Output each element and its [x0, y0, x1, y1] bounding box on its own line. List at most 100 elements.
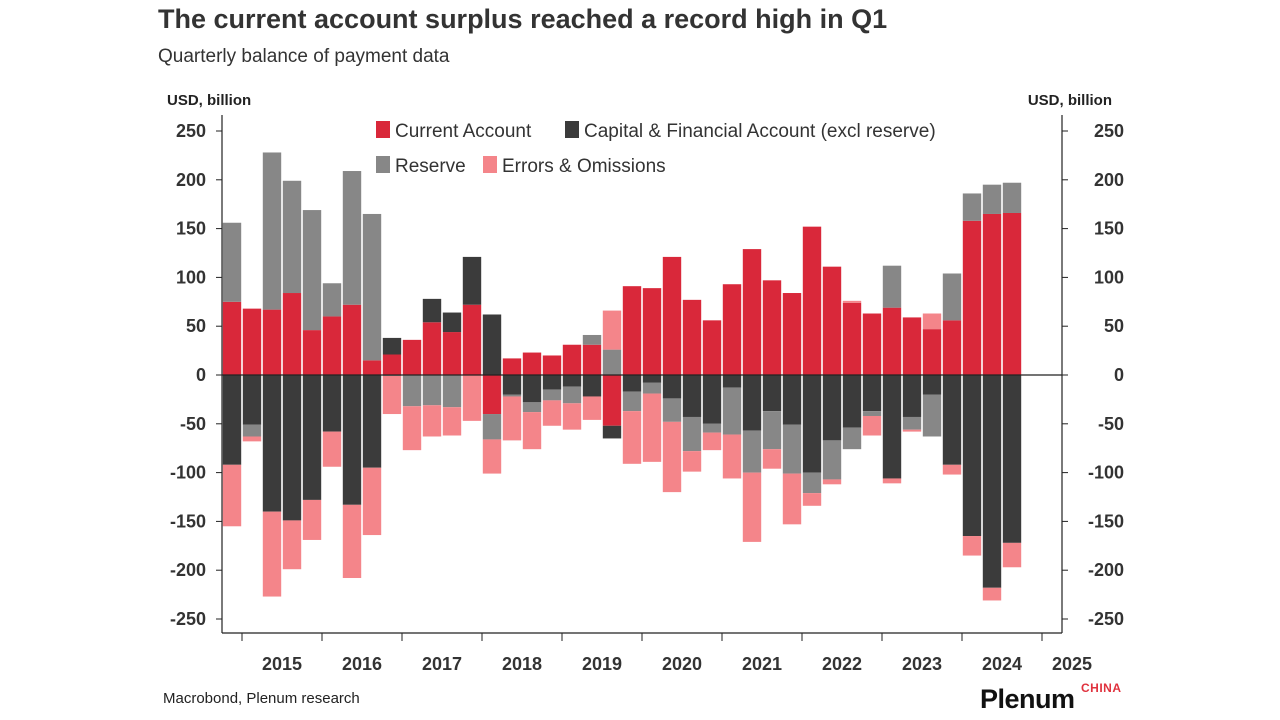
bar-errors_omissions-2023Q3: [922, 313, 942, 330]
bar-capital_financial-2016Q2: [342, 375, 362, 505]
source-note: Macrobond, Plenum research: [163, 690, 360, 707]
bar-capital_financial-2019Q3: [602, 425, 622, 439]
bars-layer: [222, 152, 1022, 601]
bar-reserve-2016Q1: [322, 283, 342, 317]
bar-errors_omissions-2019Q4: [622, 411, 642, 464]
bar-current_account-2017Q3: [442, 332, 462, 375]
bar-capital_financial-2017Q3: [442, 312, 462, 333]
bar-current_account-2023Q1: [882, 307, 902, 375]
bar-errors_omissions-2015Q2: [262, 511, 282, 597]
bar-current_account-2017Q2: [422, 322, 442, 375]
chart-subtitle: Quarterly balance of payment data: [158, 46, 450, 67]
x-tick-label: 2022: [822, 654, 862, 674]
x-tick-label: 2020: [662, 654, 702, 674]
bar-reserve-2024Q2: [982, 184, 1002, 214]
bar-capital_financial-2020Q2: [662, 375, 682, 399]
y-tick-label-right: -50: [1098, 414, 1124, 434]
bar-capital_financial-2016Q1: [322, 375, 342, 432]
x-tick-label: 2024: [982, 654, 1022, 674]
y-tick-label-left: -200: [170, 560, 206, 580]
y-tick-label-left: -50: [180, 414, 206, 434]
x-tick-label: 2025: [1052, 654, 1092, 674]
bar-errors_omissions-2020Q4: [702, 432, 722, 451]
bar-capital_financial-2016Q3: [362, 375, 382, 468]
bar-capital_financial-2021Q3: [762, 375, 782, 412]
bar-reserve-2015Q1: [242, 424, 262, 437]
bar-capital_financial-2018Q2: [502, 375, 522, 395]
bar-current_account-2014Q4: [222, 301, 242, 375]
bar-reserve-2016Q3: [362, 213, 382, 361]
bar-reserve-2024Q3: [1002, 182, 1022, 213]
bar-capital_financial-2023Q3: [922, 375, 942, 395]
bar-current_account-2017Q1: [402, 339, 422, 375]
bar-capital_financial-2019Q1: [562, 375, 582, 387]
bar-errors_omissions-2020Q1: [642, 393, 662, 462]
bar-errors_omissions-2014Q4: [222, 464, 242, 527]
y-tick-label-right: 0: [1114, 365, 1124, 385]
x-tick-label: 2021: [742, 654, 782, 674]
bar-reserve-2019Q4: [622, 391, 642, 412]
bar-errors_omissions-2016Q4: [382, 375, 402, 415]
y-tick-label-right: 200: [1094, 170, 1124, 190]
bar-current_account-2016Q3: [362, 360, 382, 375]
bar-capital_financial-2018Q4: [542, 375, 562, 390]
x-tick-label: 2015: [262, 654, 302, 674]
plenum-logo-tag: CHINA: [1081, 681, 1122, 695]
bar-reserve-2023Q4: [942, 273, 962, 321]
bar-errors_omissions-2022Q3: [842, 300, 862, 303]
bar-current_account-2021Q3: [762, 280, 782, 375]
bar-reserve-2020Q1: [642, 382, 662, 394]
y-tick-label-left: -150: [170, 511, 206, 531]
bar-reserve-2020Q4: [702, 423, 722, 433]
bar-capital_financial-2019Q2: [582, 375, 602, 397]
y-tick-label-left: 50: [186, 316, 206, 336]
bar-current_account-2018Q2: [502, 358, 522, 375]
bar-capital_financial-2024Q2: [982, 375, 1002, 588]
bar-reserve-2021Q2: [742, 430, 762, 473]
bar-capital_financial-2023Q4: [942, 375, 962, 465]
bar-current_account-2019Q4: [622, 286, 642, 375]
x-tick-label: 2017: [422, 654, 462, 674]
y-tick-label-right: 50: [1104, 316, 1124, 336]
bar-capital_financial-2017Q4: [462, 256, 482, 305]
y-tick-label-right: 150: [1094, 219, 1124, 239]
y-tick-label-left: 150: [176, 219, 206, 239]
bar-capital_financial-2024Q3: [1002, 375, 1022, 543]
y-tick-label-right: 100: [1094, 267, 1124, 287]
bar-current_account-2015Q1: [242, 308, 262, 375]
bar-capital_financial-2021Q2: [742, 375, 762, 431]
bar-current_account-2018Q1: [482, 375, 502, 415]
bar-current_account-2023Q2: [902, 317, 922, 375]
bar-errors_omissions-2022Q2: [822, 479, 842, 485]
legend-swatch-reserve: [376, 156, 390, 173]
bar-capital_financial-2015Q4: [302, 375, 322, 500]
plenum-logo: Plenum: [980, 684, 1075, 714]
bar-errors_omissions-2017Q2: [422, 405, 442, 437]
bar-errors_omissions-2016Q2: [342, 504, 362, 579]
x-tick-label: 2016: [342, 654, 382, 674]
bar-reserve-2018Q4: [542, 389, 562, 401]
bar-capital_financial-2019Q4: [622, 375, 642, 392]
bar-current_account-2021Q1: [722, 284, 742, 375]
bar-capital_financial-2024Q1: [962, 375, 982, 537]
bar-current_account-2023Q3: [922, 329, 942, 375]
bar-capital_financial-2021Q4: [782, 375, 802, 425]
legend-label-errors_omissions: Errors & Omissions: [502, 156, 666, 177]
bar-errors_omissions-2015Q4: [302, 499, 322, 540]
bar-current_account-2024Q2: [982, 213, 1002, 375]
bar-current_account-2016Q1: [322, 316, 342, 375]
bar-capital_financial-2020Q4: [702, 375, 722, 424]
bar-capital_financial-2020Q1: [642, 375, 662, 383]
axes-layer: 250 250 200 200 150 150 100 100 50 50 0 0 -50 -50 -100…: [167, 92, 1124, 674]
x-tick-label: 2023: [902, 654, 942, 674]
bar-reserve-2020Q2: [662, 398, 682, 422]
bar-capital_financial-2020Q3: [682, 375, 702, 417]
y-tick-label-right: -100: [1088, 463, 1124, 483]
bar-errors_omissions-2016Q1: [322, 431, 342, 467]
bar-capital_financial-2022Q1: [802, 375, 822, 473]
y-axis-label-left: USD, billion: [167, 92, 251, 109]
bar-current_account-2021Q2: [742, 249, 762, 375]
bar-reserve-2015Q4: [302, 210, 322, 331]
bar-reserve-2017Q2: [422, 375, 442, 406]
y-tick-label-left: -250: [170, 609, 206, 629]
